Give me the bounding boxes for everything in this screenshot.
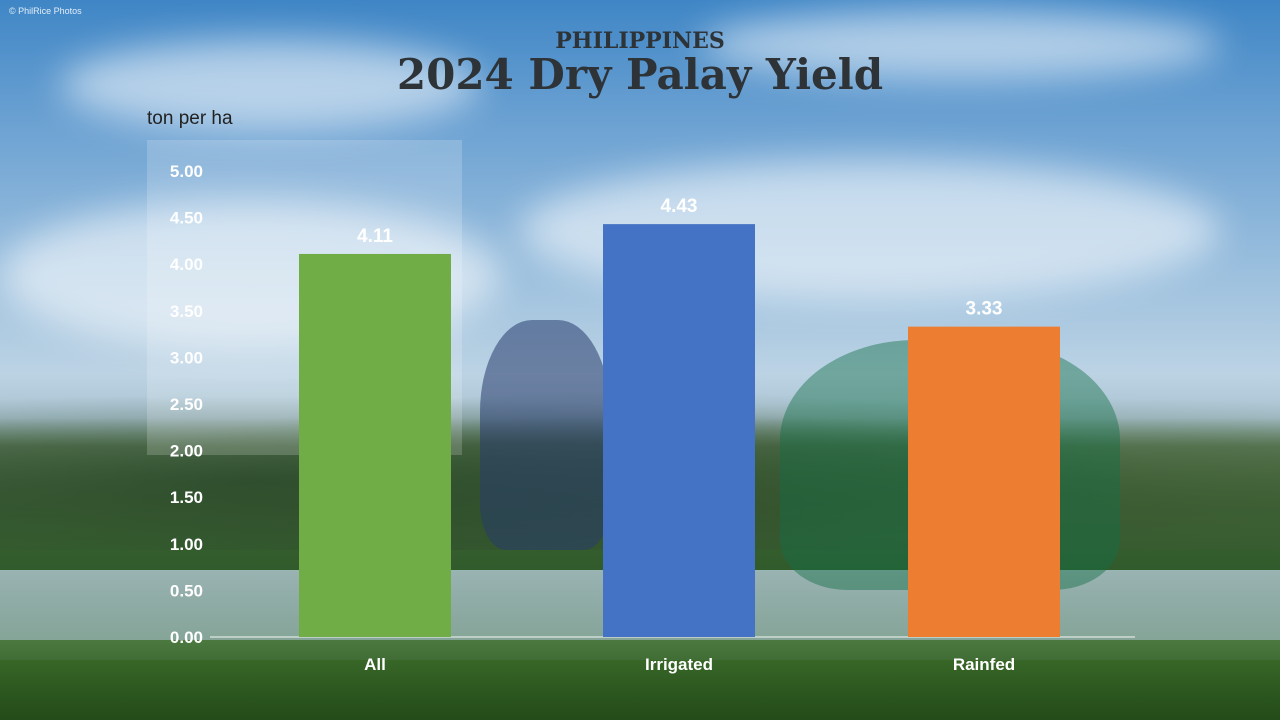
y-tick-label: 3.50 [170,302,203,321]
x-category-label: All [364,655,386,674]
y-tick-label: 4.50 [170,209,203,228]
cloud-shape [700,10,1220,80]
y-tick-label: 0.00 [170,628,203,647]
y-tick-label: 2.00 [170,442,203,461]
cloud-shape [60,40,480,130]
y-tick-label: 0.50 [170,581,203,600]
data-label: 4.43 [661,196,698,217]
bar-irrigated [603,224,755,637]
bar-rainfed [908,326,1060,637]
x-category-label: Rainfed [953,655,1015,674]
x-category-label: Irrigated [645,655,713,674]
y-tick-label: 5.00 [170,162,203,181]
y-tick-label: 3.00 [170,348,203,367]
background-farmer-figure [480,320,610,550]
y-tick-label: 4.00 [170,255,203,274]
data-label: 4.11 [357,226,393,247]
chart-title: 2024 Dry Palay Yield [396,50,884,99]
y-tick-label: 1.00 [170,535,203,554]
y-axis-label: ton per ha [147,108,233,129]
y-tick-label: 1.50 [170,488,203,507]
background-grass [0,640,1280,720]
y-tick-label: 2.50 [170,395,203,414]
chart-subtitle: PHILIPPINES [555,28,725,54]
data-label: 3.33 [966,299,1003,320]
photo-credit: © PhilRice Photos [9,6,82,16]
bar-all [299,253,451,637]
